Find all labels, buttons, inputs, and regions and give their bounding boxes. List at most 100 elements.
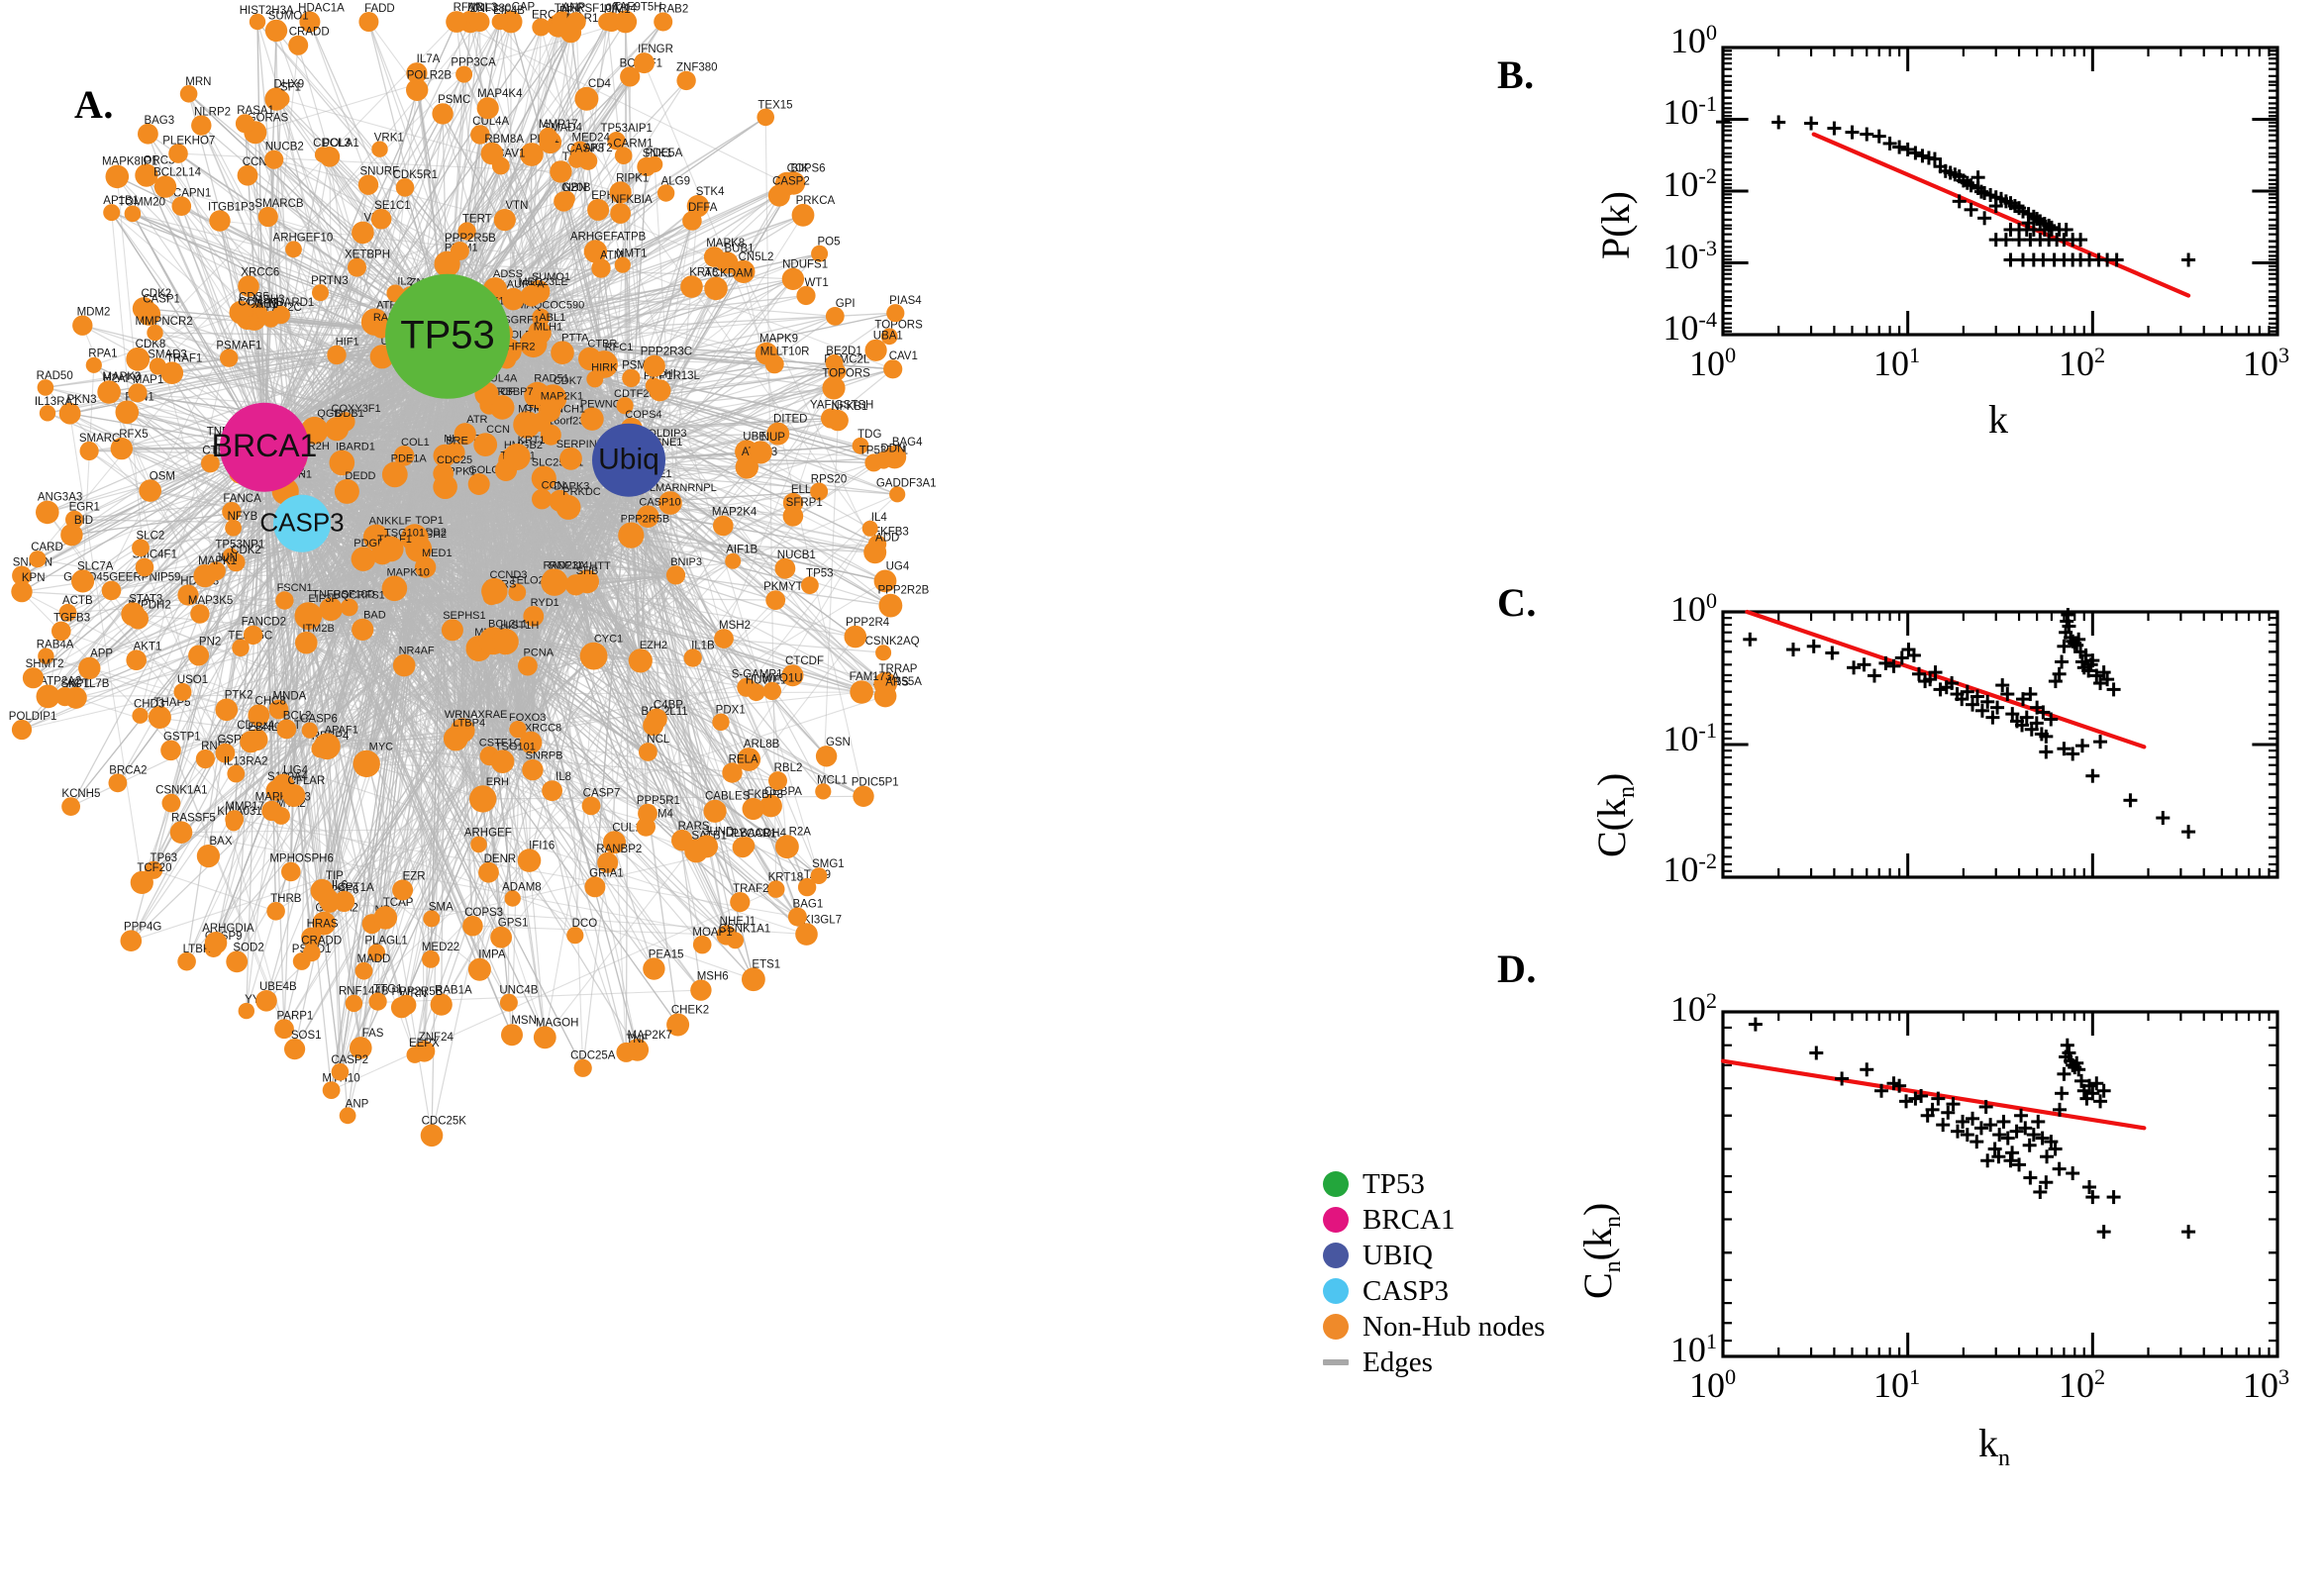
node-circle[interactable]: [876, 685, 897, 706]
network-node[interactable]: FAS: [350, 1028, 384, 1059]
node-circle[interactable]: [430, 993, 453, 1016]
network-node[interactable]: TEX15: [757, 100, 793, 127]
node-circle[interactable]: [243, 625, 263, 646]
node-circle[interactable]: [169, 821, 193, 844]
node-circle[interactable]: [628, 648, 653, 673]
node-circle[interactable]: [469, 785, 497, 813]
node-circle[interactable]: [319, 147, 341, 167]
network-node[interactable]: PO5: [811, 237, 841, 262]
node-circle[interactable]: [441, 619, 463, 642]
node-circle[interactable]: [371, 141, 388, 157]
node-circle[interactable]: [666, 1013, 690, 1037]
node-circle[interactable]: [450, 242, 469, 260]
node-circle[interactable]: [796, 285, 816, 306]
node-circle[interactable]: [72, 315, 93, 336]
node-circle[interactable]: [227, 552, 246, 572]
node-circle[interactable]: [400, 524, 429, 552]
node-circle[interactable]: [713, 515, 734, 537]
node-circle[interactable]: [196, 845, 220, 868]
node-circle[interactable]: [124, 205, 142, 223]
network-node[interactable]: CSNK2AQ: [865, 636, 920, 661]
node-circle[interactable]: [714, 629, 734, 648]
node-circle[interactable]: [815, 746, 838, 767]
node-circle[interactable]: [266, 902, 285, 921]
node-circle[interactable]: [353, 749, 380, 778]
node-circle[interactable]: [204, 932, 228, 954]
node-circle[interactable]: [301, 722, 318, 739]
node-circle[interactable]: [454, 423, 476, 446]
node-circle[interactable]: [493, 209, 516, 232]
node-circle[interactable]: [312, 284, 329, 302]
node-circle[interactable]: [586, 370, 604, 388]
node-circle[interactable]: [852, 437, 869, 454]
node-circle[interactable]: [264, 150, 284, 169]
node-circle[interactable]: [566, 927, 584, 945]
node-circle[interactable]: [822, 376, 846, 400]
node-circle[interactable]: [177, 584, 199, 606]
node-circle[interactable]: [255, 990, 277, 1012]
node-circle[interactable]: [367, 944, 386, 961]
node-circle[interactable]: [406, 78, 429, 102]
node-circle[interactable]: [747, 683, 765, 702]
node-circle[interactable]: [875, 645, 892, 661]
node-circle[interactable]: [139, 479, 161, 502]
node-circle[interactable]: [188, 645, 210, 666]
node-circle[interactable]: [654, 12, 673, 32]
node-circle[interactable]: [395, 994, 417, 1016]
node-circle[interactable]: [446, 11, 467, 33]
node-circle[interactable]: [883, 359, 903, 379]
node-circle[interactable]: [492, 628, 519, 655]
node-circle[interactable]: [863, 541, 887, 564]
node-circle[interactable]: [147, 324, 163, 342]
node-circle[interactable]: [801, 576, 819, 595]
node-circle[interactable]: [226, 950, 249, 973]
node-circle[interactable]: [36, 500, 59, 525]
node-circle[interactable]: [519, 731, 543, 754]
network-node[interactable]: TDG: [852, 429, 882, 454]
hub-node-tp53[interactable]: TP53: [385, 273, 510, 399]
node-circle[interactable]: [238, 275, 259, 297]
node-circle[interactable]: [61, 797, 80, 816]
node-circle[interactable]: [433, 444, 456, 467]
node-circle[interactable]: [327, 345, 347, 365]
node-circle[interactable]: [358, 12, 379, 32]
node-circle[interactable]: [732, 259, 756, 283]
node-circle[interactable]: [476, 97, 499, 120]
node-circle[interactable]: [215, 743, 236, 763]
node-circle[interactable]: [11, 719, 33, 741]
node-circle[interactable]: [457, 222, 476, 241]
node-circle[interactable]: [281, 861, 301, 882]
node-circle[interactable]: [704, 276, 728, 301]
node-circle[interactable]: [285, 241, 302, 258]
node-circle[interactable]: [551, 341, 574, 365]
node-circle[interactable]: [504, 890, 521, 907]
node-circle[interactable]: [377, 536, 404, 562]
node-circle[interactable]: [318, 888, 339, 910]
node-circle[interactable]: [276, 719, 297, 740]
node-circle[interactable]: [177, 951, 196, 971]
node-circle[interactable]: [478, 861, 499, 883]
network-node[interactable]: UG4: [873, 561, 910, 593]
network-node[interactable]: PIAS4: [886, 295, 922, 323]
node-circle[interactable]: [215, 698, 239, 722]
node-circle[interactable]: [542, 780, 562, 801]
node-circle[interactable]: [272, 90, 290, 108]
node-circle[interactable]: [703, 247, 725, 267]
node-circle[interactable]: [299, 11, 321, 33]
node-circle[interactable]: [248, 704, 270, 727]
node-circle[interactable]: [301, 927, 322, 948]
node-circle[interactable]: [322, 1081, 341, 1099]
node-circle[interactable]: [137, 302, 161, 326]
node-circle[interactable]: [564, 574, 587, 596]
node-circle[interactable]: [616, 397, 634, 415]
node-circle[interactable]: [584, 876, 606, 898]
node-circle[interactable]: [622, 368, 641, 388]
network-node[interactable]: JUND: [695, 826, 734, 858]
node-circle[interactable]: [201, 453, 220, 473]
node-circle[interactable]: [126, 347, 151, 371]
node-circle[interactable]: [643, 957, 665, 980]
node-circle[interactable]: [782, 506, 804, 527]
node-circle[interactable]: [354, 961, 373, 980]
node-circle[interactable]: [646, 708, 667, 730]
node-circle[interactable]: [420, 1124, 444, 1147]
